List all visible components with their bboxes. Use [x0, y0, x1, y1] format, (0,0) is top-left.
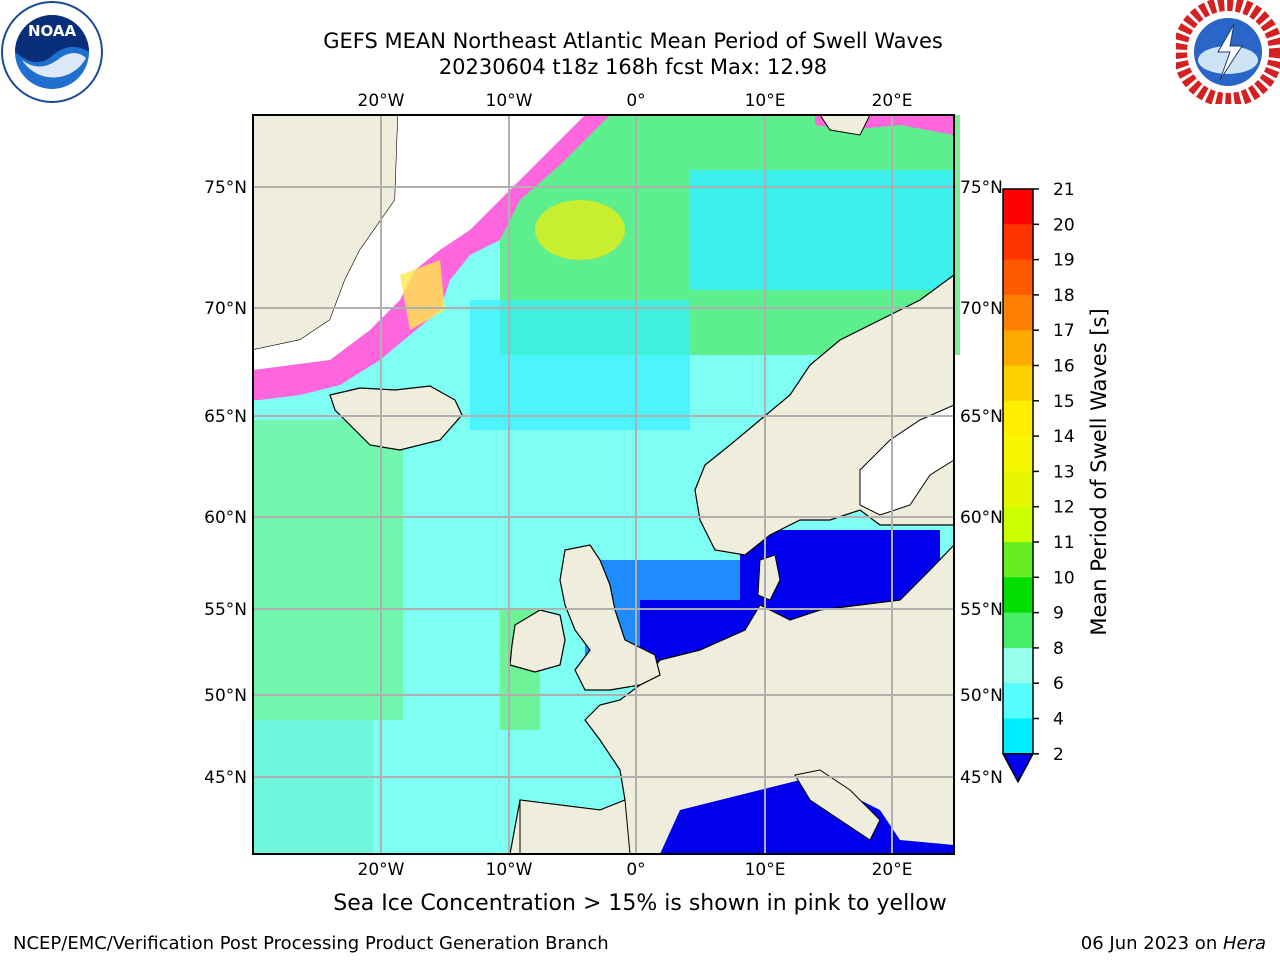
ireland-land — [509, 609, 566, 673]
lon-label-top: 0° — [626, 91, 645, 111]
iberia-land — [519, 799, 631, 855]
map-subtitle: 20230604 t18z 168h fcst Max: 12.98 — [438, 55, 828, 79]
colorbar-band — [1003, 718, 1033, 755]
swell-patch — [253, 720, 373, 854]
swell-patch — [253, 420, 403, 720]
colorbar-tick-label: 4 — [1053, 710, 1064, 730]
colorbar-band — [1003, 365, 1033, 402]
italy-land — [794, 769, 881, 841]
colorbar-band — [1003, 506, 1033, 543]
lat-label-left: 65°N — [204, 407, 247, 427]
lon-label-top: 20°E — [872, 91, 913, 111]
colorbar-tick-label: 17 — [1053, 321, 1075, 341]
nws-logo — [1176, 0, 1280, 104]
lat-label-left: 50°N — [204, 686, 247, 706]
lat-label-right: 70°N — [960, 299, 1003, 319]
colorbar-band — [1003, 471, 1033, 508]
longitude-labels-bottom: 20°W 10°W 0° 10°E 20°E — [358, 860, 913, 880]
lat-label-left: 60°N — [204, 508, 247, 528]
colorbar-tick-label: 8 — [1053, 639, 1064, 659]
latitude-labels-left: 75°N 70°N 65°N 60°N 55°N 50°N 45°N — [204, 178, 247, 788]
colorbar-tick-label: 10 — [1053, 568, 1075, 588]
swell-patch — [690, 170, 954, 290]
footer-host: Hera — [1222, 933, 1266, 954]
colorbar-tick-label: 14 — [1053, 427, 1075, 447]
gulf-of-bothnia — [859, 404, 955, 516]
colorbar-extend-arrow — [1001, 753, 1035, 784]
lat-label-left: 55°N — [204, 600, 247, 620]
colorbar-tick-label: 13 — [1053, 462, 1075, 482]
footer-credit: NCEP/EMC/Verification Post Processing Pr… — [13, 933, 609, 954]
lon-label-bottom: 10°E — [745, 860, 786, 880]
noaa-logo-text: NOAA — [28, 22, 77, 40]
colorbar-tick-label: 9 — [1053, 604, 1064, 624]
colorbar-tick-label: 20 — [1053, 215, 1075, 235]
lon-label-bottom: 10°W — [486, 860, 533, 880]
lat-label-right: 50°N — [960, 686, 1003, 706]
map-area — [252, 114, 960, 855]
colorbar-band — [1003, 436, 1033, 472]
colorbar-band — [1003, 330, 1033, 366]
colorbar-tick-label: 2 — [1053, 745, 1064, 765]
footer-date-text: 06 Jun 2023 on — [1080, 933, 1223, 954]
sea-ice-yellow-patch — [400, 260, 445, 330]
mediterranean-sea — [660, 780, 954, 854]
lat-label-left: 75°N — [204, 178, 247, 198]
colorbar-band — [1003, 612, 1033, 649]
longitude-labels-top: 20°W 10°W 0° 10°E 20°E — [358, 91, 913, 111]
noaa-logo: NOAA — [1, 1, 103, 103]
lon-label-bottom: 20°E — [872, 860, 913, 880]
iceland-land — [329, 385, 463, 451]
lat-label-right: 65°N — [960, 407, 1003, 427]
swell-patch — [470, 300, 690, 430]
lat-label-right: 55°N — [960, 600, 1003, 620]
colorbar-label: Mean Period of Swell Waves [s] — [1087, 308, 1111, 635]
colorbar-tick-label: 21 — [1053, 180, 1075, 200]
map-gridlines — [253, 115, 954, 854]
colorbar-tick-label: 15 — [1053, 392, 1075, 412]
colorbar-band — [1003, 683, 1033, 719]
lon-label-top: 10°E — [745, 91, 786, 111]
lon-label-bottom: 20°W — [358, 860, 405, 880]
colorbar-tick-label: 11 — [1053, 533, 1075, 553]
swell-max-patch — [535, 200, 625, 260]
colorbar-tick-label: 12 — [1053, 498, 1075, 518]
lon-label-top: 10°W — [486, 91, 533, 111]
latitude-labels-right: 75°N 70°N 65°N 60°N 55°N 50°N 45°N — [960, 178, 1003, 788]
colorbar-band — [1003, 189, 1033, 225]
colorbar-tick-label: 16 — [1053, 357, 1075, 377]
colorbar-band — [1003, 294, 1033, 331]
sea-ice-caption: Sea Ice Concentration > 15% is shown in … — [333, 891, 947, 916]
lon-label-top: 20°W — [358, 91, 405, 111]
colorbar-tick-label: 6 — [1053, 674, 1064, 694]
lat-label-left: 45°N — [204, 768, 247, 788]
lat-label-left: 70°N — [204, 299, 247, 319]
map-title: GEFS MEAN Northeast Atlantic Mean Period… — [323, 29, 943, 53]
colorbar-band — [1003, 647, 1033, 684]
colorbar: 21 20 19 18 17 16 15 14 13 12 11 10 9 8 6 4 2 — [1001, 180, 1075, 784]
lat-label-right: 60°N — [960, 508, 1003, 528]
sea-ice-white — [253, 115, 585, 370]
colorbar-band — [1003, 542, 1033, 578]
colorbar-band — [1003, 577, 1033, 614]
colorbar-tick-label: 18 — [1053, 286, 1075, 306]
colorbar-tick-label: 19 — [1053, 251, 1075, 271]
denmark-land — [757, 554, 781, 601]
colorbar-band — [1003, 259, 1033, 296]
map-frame — [252, 114, 955, 855]
colorbar-band — [1003, 400, 1033, 437]
lon-label-bottom: 0° — [626, 860, 645, 880]
lat-label-right: 45°N — [960, 768, 1003, 788]
colorbar-band — [1003, 224, 1033, 261]
footer-date: 06 Jun 2023 on Hera — [1081, 933, 1266, 954]
lat-label-right: 75°N — [960, 178, 1003, 198]
